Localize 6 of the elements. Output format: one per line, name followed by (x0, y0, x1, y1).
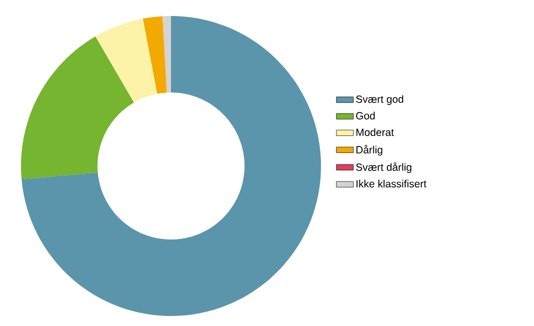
legend-label: Moderat (356, 128, 394, 136)
legend-label: Svært dårlig (356, 162, 412, 173)
legend-label: Ikke klassifisert (356, 180, 426, 188)
legend-label: Dårlig (356, 144, 382, 156)
legend-label: Svært god (356, 95, 404, 105)
legend-label: God (356, 112, 375, 120)
